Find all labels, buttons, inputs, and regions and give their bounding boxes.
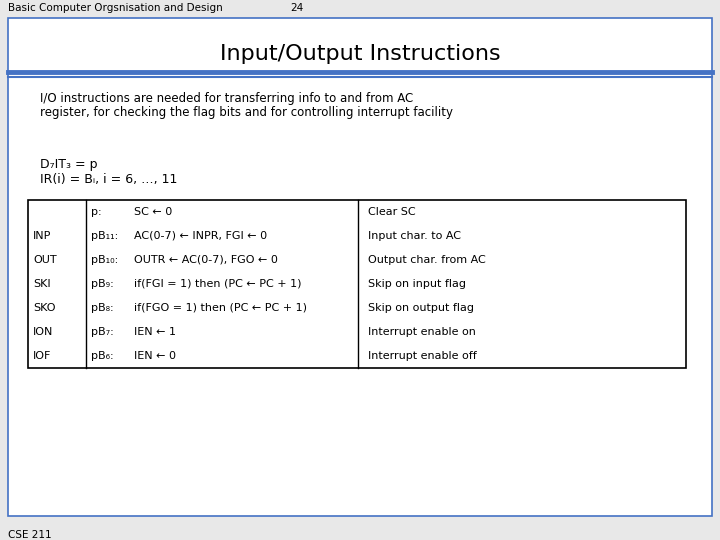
- Text: IR(i) = Bᵢ, i = 6, …, 11: IR(i) = Bᵢ, i = 6, …, 11: [40, 173, 177, 186]
- Text: Input/Output Instructions: Input/Output Instructions: [220, 44, 500, 64]
- Text: Output char. from AC: Output char. from AC: [368, 255, 486, 265]
- Text: I/O instructions are needed for transferring info to and from AC: I/O instructions are needed for transfer…: [40, 92, 413, 105]
- Text: pB₉:: pB₉:: [91, 279, 114, 289]
- Text: if(FGI = 1) then (PC ← PC + 1): if(FGI = 1) then (PC ← PC + 1): [134, 279, 302, 289]
- Text: IEN ← 0: IEN ← 0: [134, 351, 176, 361]
- Text: INP: INP: [33, 231, 51, 241]
- Text: Interrupt enable on: Interrupt enable on: [368, 327, 476, 337]
- FancyBboxPatch shape: [8, 18, 712, 516]
- Text: IOF: IOF: [33, 351, 51, 361]
- Text: CSE 211: CSE 211: [8, 530, 52, 540]
- Text: Input char. to AC: Input char. to AC: [368, 231, 461, 241]
- Text: SKI: SKI: [33, 279, 50, 289]
- Text: pB₁₁:: pB₁₁:: [91, 231, 118, 241]
- Text: register, for checking the flag bits and for controlling interrupt facility: register, for checking the flag bits and…: [40, 106, 453, 119]
- Text: OUT: OUT: [33, 255, 57, 265]
- Text: p:: p:: [91, 207, 102, 217]
- Text: 24: 24: [290, 3, 303, 13]
- Text: pB₇:: pB₇:: [91, 327, 114, 337]
- Text: ION: ION: [33, 327, 53, 337]
- Text: Skip on output flag: Skip on output flag: [368, 303, 474, 313]
- Text: Basic Computer Orgsnisation and Design: Basic Computer Orgsnisation and Design: [8, 3, 222, 13]
- Text: D₇IT₃ = p: D₇IT₃ = p: [40, 158, 97, 171]
- Text: Skip on input flag: Skip on input flag: [368, 279, 466, 289]
- Text: AC(0-7) ← INPR, FGI ← 0: AC(0-7) ← INPR, FGI ← 0: [134, 231, 267, 241]
- Text: pB₈:: pB₈:: [91, 303, 114, 313]
- Text: IEN ← 1: IEN ← 1: [134, 327, 176, 337]
- Text: Clear SC: Clear SC: [368, 207, 415, 217]
- Text: Interrupt enable off: Interrupt enable off: [368, 351, 477, 361]
- Text: OUTR ← AC(0-7), FGO ← 0: OUTR ← AC(0-7), FGO ← 0: [134, 255, 278, 265]
- Text: pB₁₀:: pB₁₀:: [91, 255, 118, 265]
- Text: if(FGO = 1) then (PC ← PC + 1): if(FGO = 1) then (PC ← PC + 1): [134, 303, 307, 313]
- Text: SC ← 0: SC ← 0: [134, 207, 172, 217]
- Text: SKO: SKO: [33, 303, 55, 313]
- FancyBboxPatch shape: [28, 200, 686, 368]
- Text: pB₆:: pB₆:: [91, 351, 114, 361]
